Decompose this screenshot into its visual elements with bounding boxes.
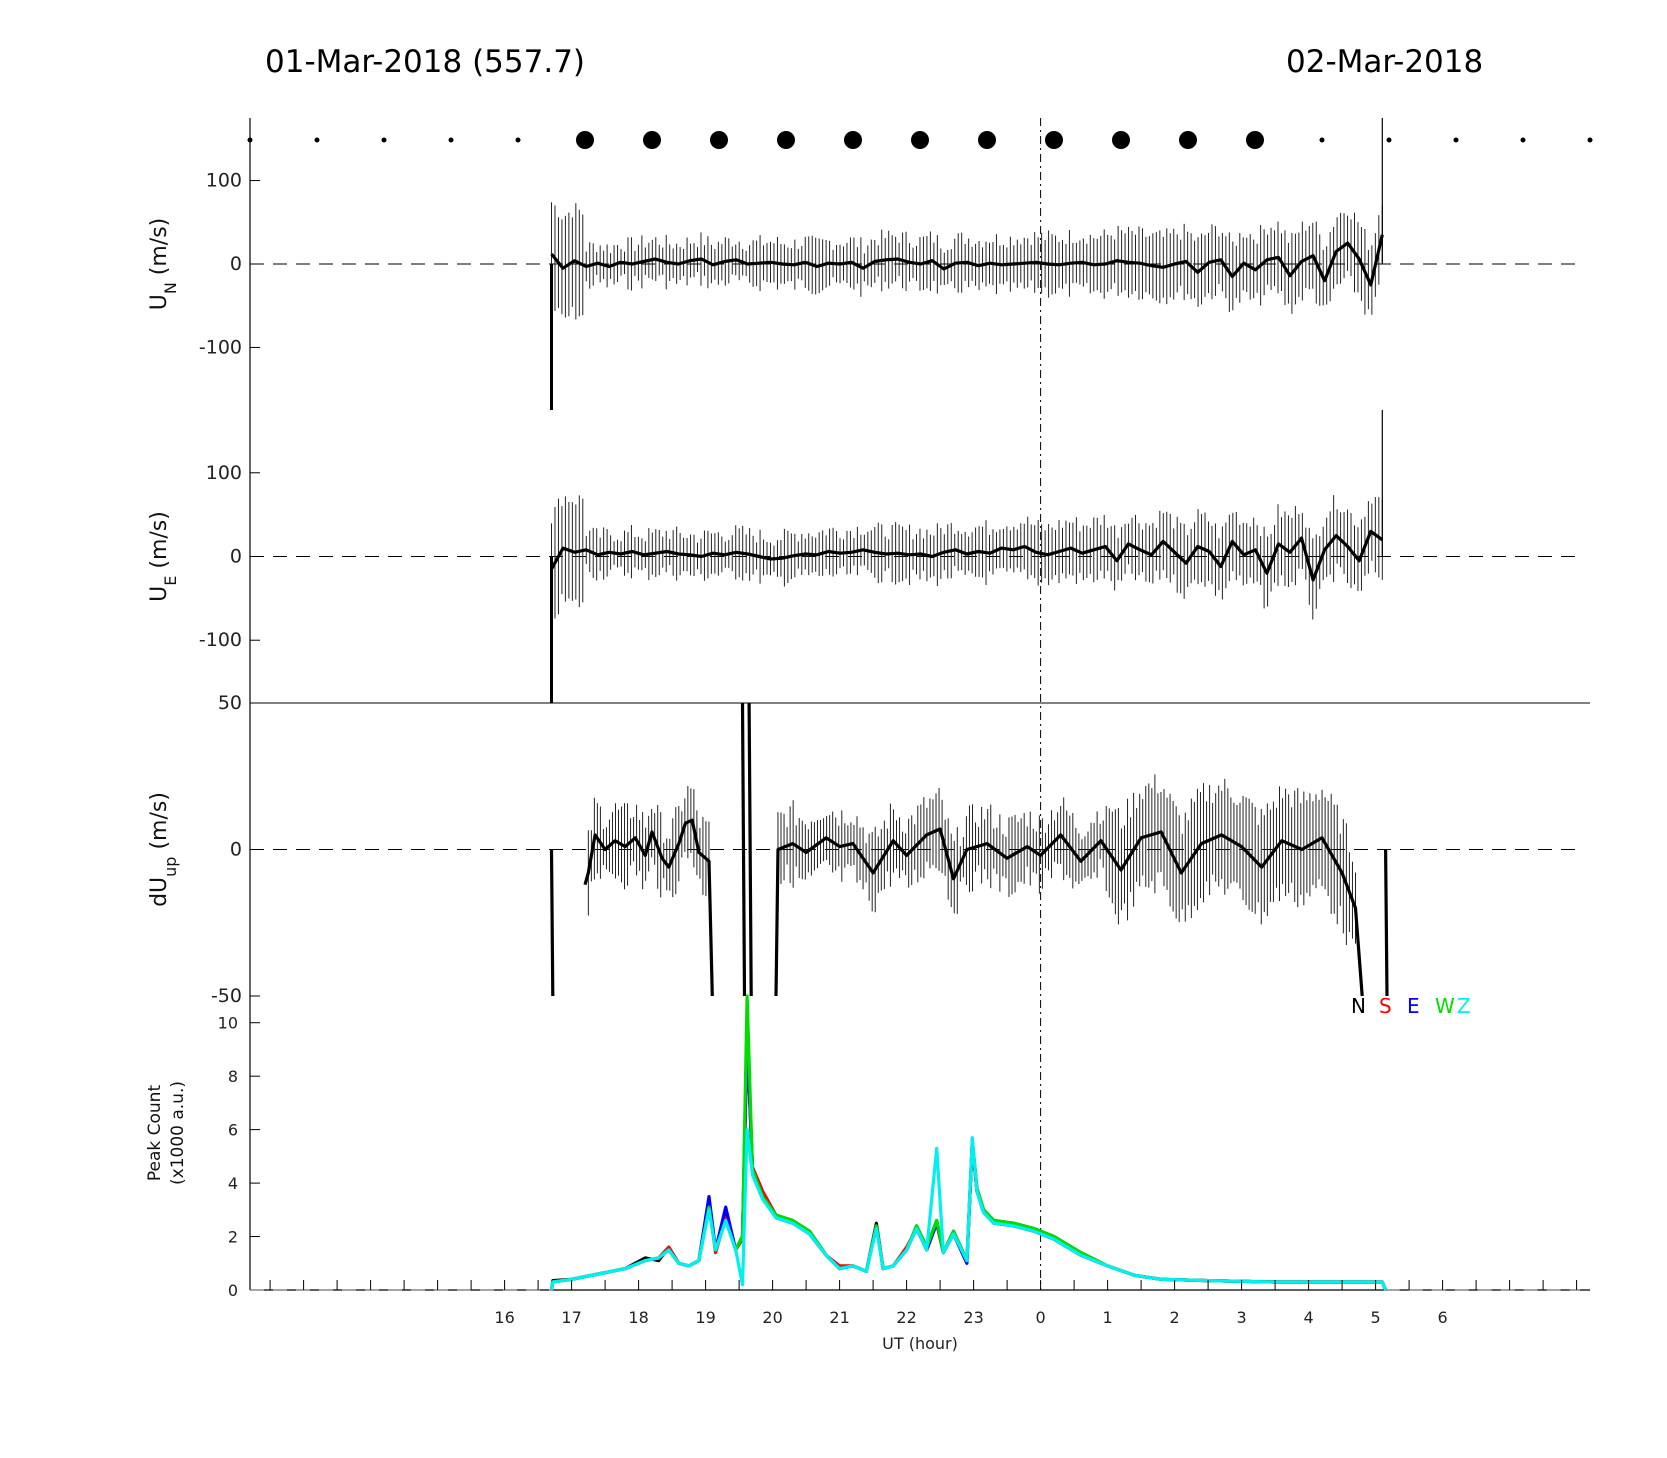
x-axis: 16 17 18 19 20 21 22 23 0 1 2 3 4 5 6UT (hour) [269,1280,1578,1353]
y-tick-label: 10 [218,1014,238,1033]
x-tick-label: 6 [1438,1308,1448,1327]
y-axis-label-main: U [147,586,172,602]
large-sample-dot [643,131,661,149]
small-sample-dot [1386,137,1392,143]
dup-series-segment [747,702,753,997]
legend-item-W: W [1435,994,1455,1018]
dup-series-segment [774,827,1364,997]
large-sample-dot [576,131,594,149]
legend-item-E: E [1407,994,1420,1018]
dup-series-segment [583,818,714,997]
y-tick-label: 0 [230,253,242,275]
wind-series-line [550,234,1384,287]
panel-frames [249,118,1590,1291]
large-sample-dot [978,131,996,149]
y-tick-label: 100 [206,462,242,484]
large-sample-dot [844,131,862,149]
y-axis-label-subscript: E [161,576,180,586]
sample-markers [247,131,1593,149]
y-tick-label: -100 [199,336,242,358]
small-sample-dot [448,137,454,143]
dup-series-segment [1384,849,1389,997]
x-tick-label: 22 [896,1308,916,1327]
x-tick-label: 4 [1304,1308,1314,1327]
x-tick-label: 3 [1237,1308,1247,1327]
right-date-title: 02-Mar-2018 [1286,44,1484,80]
y-axis-label: UN (m/s) [147,218,180,311]
legend-item-N: N [1351,994,1366,1018]
x-tick-label: 20 [762,1308,782,1327]
x-tick-label: 16 [494,1308,514,1327]
y-tick-label: -100 [199,629,242,651]
y-axis-label-unit: (m/s) [147,218,172,282]
legend-item-S: S [1379,994,1392,1018]
y-axis-label-subscript: up [161,857,180,877]
large-sample-dot [1179,131,1197,149]
x-axis-label: UT (hour) [882,1334,958,1353]
y-axis-label-main: dU [147,877,172,907]
x-tick-label: 19 [695,1308,715,1327]
small-sample-dot [1520,137,1526,143]
large-sample-dot [1045,131,1063,149]
wind-series-line [550,529,1384,582]
y-axis-label-subscript: N [161,282,180,294]
y-axis-label: UE (m/s) [147,511,180,602]
y-tick-label: -50 [211,985,242,1007]
x-tick-label: 5 [1371,1308,1381,1327]
small-sample-dot [381,137,387,143]
y-tick-label: 4 [228,1174,238,1193]
dup-series-segment [740,702,747,997]
x-tick-label: 21 [829,1308,849,1327]
x-tick-label: 1 [1103,1308,1113,1327]
y-axis-label: Peak Count [145,1085,165,1182]
x-tick-label: 17 [561,1308,581,1327]
large-sample-dot [710,131,728,149]
large-sample-dot [1246,131,1264,149]
x-tick-label: 18 [628,1308,648,1327]
large-sample-dot [1112,131,1130,149]
dup-series-segment [549,849,555,997]
y-axis-label: dUup (m/s) [147,792,180,907]
x-tick-label: 2 [1170,1308,1180,1327]
small-sample-dot [314,137,320,143]
small-sample-dot [1587,137,1593,143]
x-tick-label: 0 [1036,1308,1046,1327]
y-tick-label: 8 [228,1067,238,1086]
small-sample-dot [1453,137,1459,143]
y-axis-label-unit: (m/s) [147,511,172,575]
small-sample-dot [1319,137,1325,143]
y-tick-label: 6 [228,1121,238,1140]
y-tick-label: 2 [228,1228,238,1247]
small-sample-dot [515,137,521,143]
y-tick-label: 0 [230,546,242,568]
y-axis-label-main: U [147,294,172,310]
y-tick-label: 50 [218,692,242,714]
small-sample-dot [247,137,253,143]
y-axis-label-unit: (x1000 a.u.) [168,1081,188,1185]
y-tick-label: 0 [228,1281,238,1300]
y-axis-label-unit: (m/s) [147,792,172,856]
large-sample-dot [777,131,795,149]
y-tick-label: 100 [206,170,242,192]
y-tick-label: 0 [230,839,242,861]
legend-item-Z: Z [1457,994,1471,1018]
large-sample-dot [911,131,929,149]
x-tick-label: 23 [963,1308,983,1327]
left-date-title: 01-Mar-2018 (557.7) [265,44,586,80]
count-series-Z [549,1128,1388,1291]
